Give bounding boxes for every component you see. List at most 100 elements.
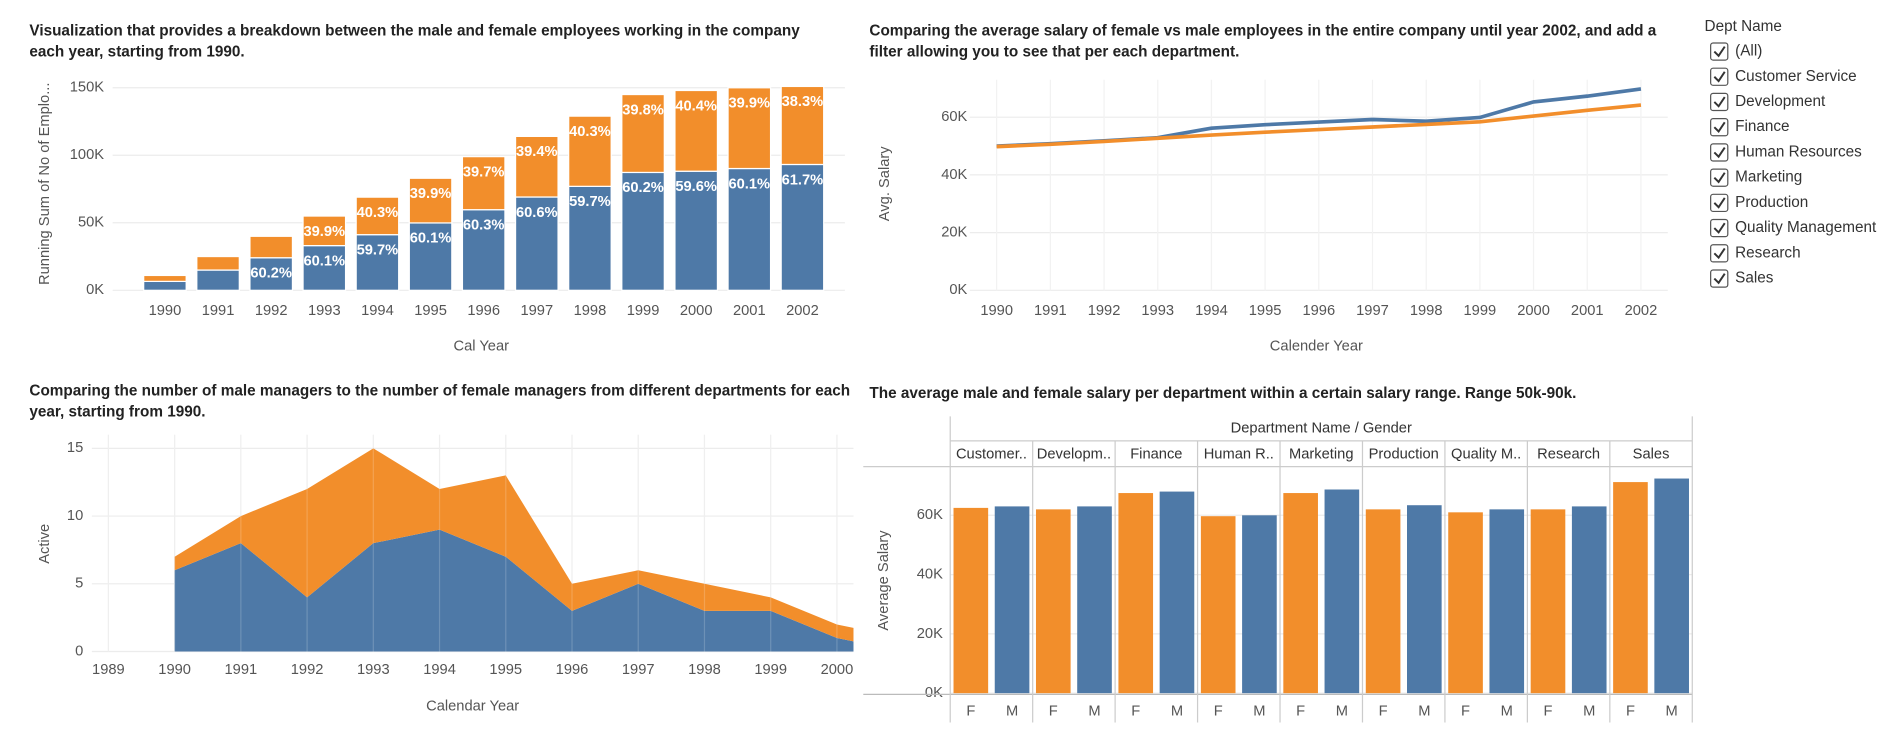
bar	[1448, 512, 1483, 694]
category-label: Research	[1537, 446, 1600, 462]
x-tick-label: 1998	[688, 662, 721, 678]
x-tick-label: 1996	[556, 662, 589, 678]
bar	[1035, 509, 1071, 694]
bar-segment	[727, 167, 772, 291]
x-tick-label: 1991	[1034, 303, 1067, 319]
filter-option-label[interactable]: Sales	[1735, 270, 1774, 287]
filter-option-label[interactable]: Finance	[1735, 118, 1789, 135]
y-tick-label: 20K	[941, 224, 967, 240]
x-tick-label: 1996	[1302, 303, 1335, 319]
bar-segment	[674, 89, 719, 172]
y-tick-label: 60K	[941, 109, 967, 125]
chart-title-box: The average male and female salary per d…	[869, 384, 1577, 402]
x-tick-label: 2002	[1625, 303, 1658, 319]
x-axis-label: Calendar Year	[426, 699, 519, 715]
checkbox[interactable]	[1710, 42, 1729, 61]
x-tick-label: 1989	[92, 662, 125, 678]
filter-option[interactable]: (All)	[1710, 42, 1763, 61]
bar-segment	[514, 135, 559, 198]
filter-option-label[interactable]: Marketing	[1735, 169, 1802, 186]
checkbox[interactable]	[1710, 67, 1729, 86]
filter-option-label[interactable]: Development	[1735, 93, 1826, 110]
y-axis-label: Avg. Salary	[877, 146, 893, 221]
bar-segment	[408, 177, 453, 224]
chart-title: Comparing the number of male managers to…	[29, 382, 851, 421]
gender-label: F	[1544, 703, 1553, 719]
share-label: 39.8%	[622, 102, 664, 118]
share-label: 59.7%	[569, 194, 611, 210]
category-label: Customer..	[956, 446, 1027, 462]
filter-option-label[interactable]: Customer Service	[1735, 68, 1857, 85]
y-tick-label: 150K	[70, 80, 105, 96]
filter-option[interactable]: Customer Service	[1710, 67, 1857, 86]
y-axis-label: Running Sum of No of Emplo...	[37, 83, 53, 285]
filter-option-label[interactable]: Production	[1735, 194, 1808, 211]
x-tick-label: 1993	[357, 662, 390, 678]
share-label: 60.2%	[250, 266, 292, 282]
line	[996, 103, 1642, 149]
y-tick-label: 15	[67, 440, 83, 456]
filter-option[interactable]: Human Resources	[1710, 143, 1863, 162]
chart-title: The average male and female salary per d…	[869, 384, 1577, 402]
checkbox[interactable]	[1710, 118, 1729, 137]
checkbox[interactable]	[1710, 269, 1729, 288]
category-label: Developm..	[1037, 446, 1111, 462]
checkbox[interactable]	[1710, 92, 1729, 112]
bar	[953, 507, 989, 694]
gender-label: F	[1214, 703, 1223, 719]
checkbox[interactable]	[1710, 143, 1729, 162]
filter-option[interactable]: Finance	[1710, 118, 1790, 137]
gender-label: F	[1049, 703, 1058, 719]
x-tick-label: 2001	[733, 303, 766, 319]
share-label: 39.9%	[303, 224, 345, 240]
checkmark	[1713, 172, 1726, 184]
bar-segment	[461, 156, 506, 211]
filter-option-label[interactable]: (All)	[1735, 43, 1762, 60]
filter-option[interactable]: Research	[1710, 244, 1801, 263]
checkbox[interactable]	[1710, 218, 1729, 238]
share-label: 60.1%	[728, 176, 770, 192]
share-label: 60.3%	[463, 217, 505, 233]
filter-option[interactable]: Marketing	[1710, 168, 1803, 187]
bar-segment	[674, 170, 719, 291]
filter-option-label[interactable]: Quality Management	[1735, 219, 1877, 236]
share-label: 59.6%	[675, 179, 717, 195]
bar-segment	[196, 269, 240, 291]
x-axis-label: Cal Year	[453, 339, 509, 355]
filter-option[interactable]: Quality Management	[1710, 218, 1877, 238]
checkbox[interactable]	[1710, 244, 1729, 263]
chart-title-box: Visualization that provides a breakdown …	[29, 22, 799, 60]
filter-title: Dept Name	[1705, 18, 1782, 35]
gender-label: M	[1583, 703, 1595, 719]
y-tick-label: 60K	[917, 507, 943, 523]
category-label: Finance	[1130, 446, 1182, 462]
bar-segment	[143, 274, 187, 283]
bar	[1200, 516, 1236, 694]
y-tick-label: 100K	[70, 147, 105, 163]
bar	[1077, 506, 1112, 694]
checkmark	[1713, 222, 1726, 234]
filter-option[interactable]: Sales	[1710, 269, 1774, 288]
x-tick-label: 2001	[1571, 303, 1604, 319]
filter-option-label[interactable]: Research	[1735, 244, 1800, 261]
x-tick-label: 1994	[361, 303, 394, 319]
areas	[174, 448, 854, 652]
y-tick-label: 10	[67, 508, 83, 524]
category-label: Marketing	[1289, 446, 1354, 462]
share-label: 59.7%	[357, 242, 399, 258]
filter-option-label[interactable]: Human Resources	[1735, 143, 1862, 160]
x-tick-label: 1993	[308, 303, 341, 319]
x-tick-label: 2000	[1517, 303, 1550, 319]
header: Department Name / Gender	[1231, 421, 1412, 437]
filter-option[interactable]: Production	[1710, 193, 1809, 213]
filter-option[interactable]: Development	[1710, 92, 1826, 112]
bar	[1242, 515, 1277, 694]
share-label: 39.9%	[410, 186, 452, 202]
bar	[1571, 506, 1607, 694]
checkmark	[1713, 96, 1726, 108]
checkbox[interactable]	[1710, 168, 1729, 187]
x-tick-label: 2000	[821, 662, 854, 678]
gender-label: F	[966, 703, 975, 719]
checkbox[interactable]	[1710, 193, 1729, 213]
